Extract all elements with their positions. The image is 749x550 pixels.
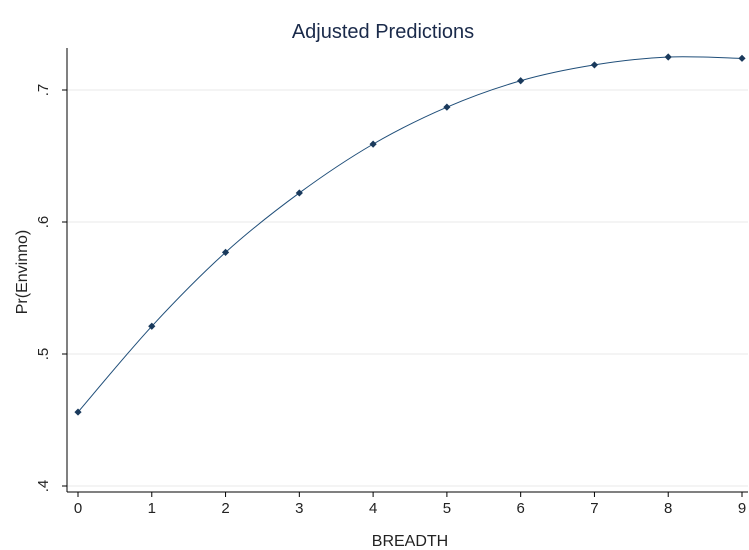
x-tick-label: 3 (295, 500, 303, 517)
x-tick-label: 6 (516, 500, 524, 517)
data-points (74, 53, 746, 416)
data-point (369, 140, 377, 148)
y-tick-label: .7 (35, 84, 52, 97)
data-point (664, 53, 672, 61)
data-point (517, 77, 525, 85)
x-axis-label: BREADTH (372, 533, 448, 550)
x-tick-label: 9 (738, 500, 746, 517)
x-tick-label: 8 (664, 500, 672, 517)
x-tick-label: 4 (369, 500, 377, 517)
data-point (443, 103, 451, 111)
data-point (738, 54, 746, 62)
ticks: .4 .5 .6 .7 0 1 2 3 4 5 6 7 8 9 (35, 84, 746, 517)
x-tick-label: 5 (443, 500, 451, 517)
data-point (221, 248, 230, 256)
y-tick-label: .5 (35, 348, 52, 361)
x-tick-label: 0 (74, 500, 82, 517)
y-axis-label: Pr(Envinno) (14, 230, 31, 314)
data-point (74, 408, 82, 416)
data-point (295, 189, 303, 197)
gridlines (67, 89, 748, 487)
x-tick-label: 1 (148, 500, 156, 517)
data-point (148, 322, 156, 330)
y-tick-label: .4 (35, 480, 52, 493)
series-line (77, 56, 743, 413)
x-tick-label: 2 (221, 500, 229, 517)
x-tick-label: 7 (590, 500, 598, 517)
data-point (590, 61, 599, 69)
chart-title: Adjusted Predictions (292, 21, 474, 43)
y-tick-label: .6 (35, 216, 52, 229)
